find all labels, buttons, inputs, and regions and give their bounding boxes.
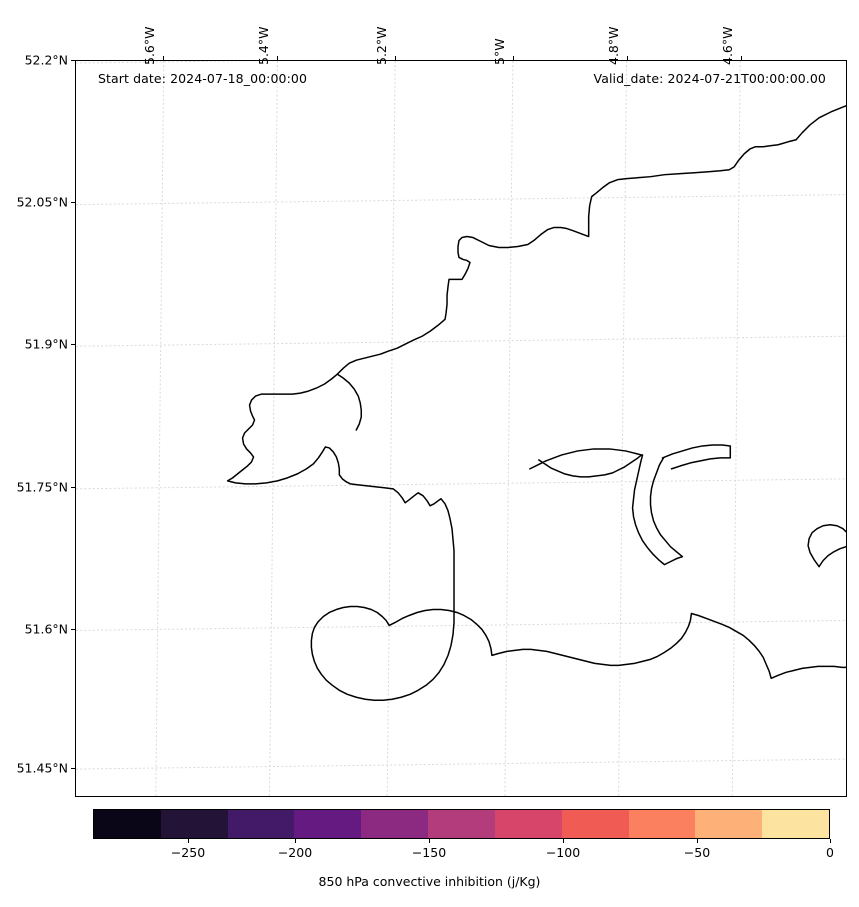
lon-tick-label-5-6: 5.6°W	[142, 26, 157, 66]
gridline-lon-4.6	[731, 61, 741, 796]
lon-tick-label-4-8: 4.8°W	[606, 26, 621, 66]
start-date-annotation: Start date: 2024-07-18_00:00:00	[98, 71, 308, 86]
gridline-lon-5.4	[268, 61, 278, 796]
coastline-inlet-west	[336, 373, 363, 431]
colorbar-segment	[762, 810, 829, 838]
colorbar-segment	[294, 810, 362, 838]
lat-tick-mark	[71, 487, 75, 489]
lon-tick-label-5-4: 5.4°W	[256, 26, 271, 66]
colorbar-tick-mark	[697, 839, 699, 843]
lat-tick-mark	[71, 344, 75, 346]
colorbar-tick-label-100: −100	[545, 845, 581, 860]
colorbar-tick-label-200: −200	[277, 845, 313, 860]
gridline-lon-4.8	[618, 61, 628, 796]
colorbar-segment	[494, 810, 562, 838]
gridline-lon-5.2	[386, 61, 396, 796]
colorbar-tick-mark	[429, 839, 431, 843]
gridline-lat-52.05	[76, 194, 846, 206]
colorbar-segment	[561, 810, 629, 838]
colorbar-tick-label-50: −50	[683, 845, 711, 860]
colorbar-tick-label-0: 0	[826, 845, 834, 860]
lon-tick-label-5-0: 5°W	[492, 38, 507, 65]
lat-tick-mark	[71, 202, 75, 204]
colorbar-axis-label: 850 hPa convective inhibition (j/Kg)	[318, 874, 541, 889]
lat-tick-label-51-6: 51.6°N	[24, 621, 68, 637]
colorbar-tick-mark	[295, 839, 297, 843]
lat-tick-mark	[71, 60, 75, 62]
lat-tick-label-52-2: 52.2°N	[24, 52, 68, 68]
coastline-east-headland	[807, 523, 846, 568]
lat-tick-label-52-05: 52.05°N	[16, 194, 68, 210]
lat-tick-label-51-45: 51.45°N	[16, 760, 68, 776]
coastline-estuary-neath	[529, 448, 643, 478]
colorbar-segment	[227, 810, 295, 838]
lon-tick-mark	[395, 56, 397, 60]
coastline-main	[226, 105, 846, 702]
colorbar-tick-mark	[188, 839, 190, 843]
colorbar-segment	[160, 810, 228, 838]
coastline-spit	[661, 444, 732, 470]
lon-tick-mark	[741, 56, 743, 60]
lon-tick-mark	[277, 56, 279, 60]
lat-tick-mark	[71, 629, 75, 631]
lon-tick-mark	[627, 56, 629, 60]
colorbar[interactable]	[93, 809, 830, 839]
coastline-channel-spur	[631, 454, 684, 566]
coastline-group	[226, 105, 846, 702]
colorbar-tick-mark	[830, 839, 832, 843]
colorbar-tick-label-150: −150	[411, 845, 447, 860]
gridline-lon-5.6	[155, 61, 165, 796]
colorbar-segment	[428, 810, 495, 838]
gridline-lat-51.75	[76, 478, 846, 490]
map-axes[interactable]: Start date: 2024-07-18_00:00:00 Valid_da…	[75, 60, 847, 797]
colorbar-tick-mark	[563, 839, 565, 843]
coastline-east-bay	[818, 545, 846, 568]
gridline-lon-5.0	[504, 61, 514, 796]
lat-tick-label-51-9: 51.9°N	[24, 336, 68, 352]
lon-tick-label-4-6: 4.6°W	[720, 26, 735, 66]
colorbar-segment	[695, 810, 763, 838]
colorbar-segment	[94, 810, 161, 838]
gridline-lat-51.9	[76, 335, 846, 347]
gridline-lat-51.45	[76, 758, 846, 770]
lon-tick-mark	[163, 56, 165, 60]
lon-tick-mark	[513, 56, 515, 60]
colorbar-tick-label-250: −250	[170, 845, 206, 860]
map-svg	[76, 61, 846, 796]
valid-date-annotation: Valid_date: 2024-07-21T00:00:00.00	[593, 71, 826, 86]
lat-tick-label-51-75: 51.75°N	[16, 479, 68, 495]
graticule-group	[76, 61, 846, 796]
colorbar-segment	[628, 810, 696, 838]
lon-tick-label-5-2: 5.2°W	[374, 26, 389, 66]
colorbar-segment	[361, 810, 429, 838]
lat-tick-mark	[71, 768, 75, 770]
